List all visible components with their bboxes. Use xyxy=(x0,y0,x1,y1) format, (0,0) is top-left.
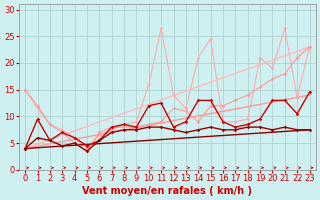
X-axis label: Vent moyen/en rafales ( km/h ): Vent moyen/en rafales ( km/h ) xyxy=(82,186,252,196)
